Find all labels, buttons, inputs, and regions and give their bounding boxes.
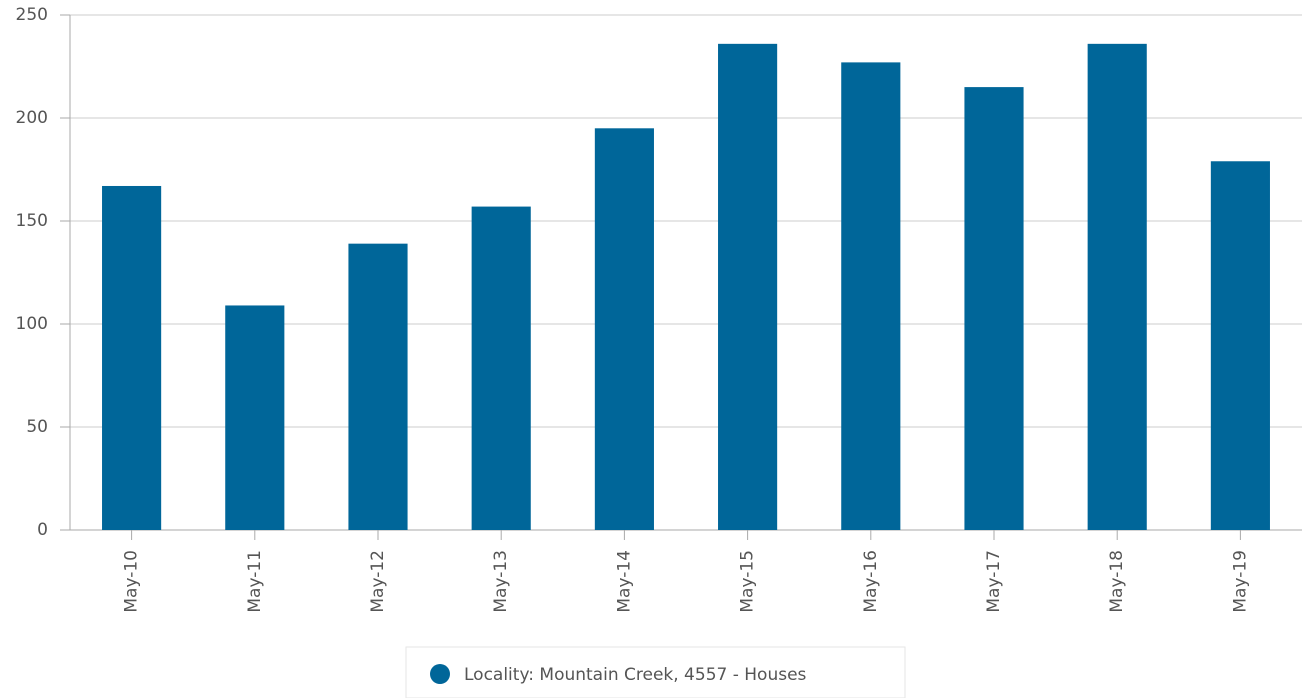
bar	[1210, 161, 1270, 530]
x-tick-label: May-13	[491, 550, 511, 613]
legend-marker	[430, 664, 450, 684]
legend-box	[405, 646, 906, 698]
x-tick-label: May-14	[614, 550, 634, 613]
y-tick-label: 200	[16, 108, 48, 128]
y-tick-label: 0	[37, 520, 48, 540]
bar	[841, 62, 901, 530]
x-tick-label: May-18	[1107, 550, 1127, 613]
x-tick-label: May-15	[738, 550, 758, 613]
legend-label: Locality: Mountain Creek, 4557 - Houses	[464, 665, 807, 685]
bar	[348, 243, 408, 530]
x-tick-label: May-19	[1230, 550, 1250, 613]
y-tick-label: 150	[16, 211, 48, 231]
bar	[1087, 43, 1147, 531]
x-tick-label: May-11	[245, 550, 265, 613]
bar	[594, 128, 654, 531]
x-tick-label: May-10	[122, 550, 142, 613]
y-tick-label: 250	[16, 5, 48, 25]
bar	[471, 206, 531, 530]
bar	[964, 87, 1024, 530]
x-tick-label: May-16	[861, 550, 881, 613]
x-tick-label: May-12	[368, 550, 388, 613]
bar	[102, 185, 162, 531]
y-tick-label: 100	[16, 314, 48, 334]
y-tick-label: 50	[26, 417, 48, 437]
x-tick-label: May-17	[984, 550, 1004, 613]
bar	[225, 305, 285, 530]
bar	[718, 43, 778, 531]
